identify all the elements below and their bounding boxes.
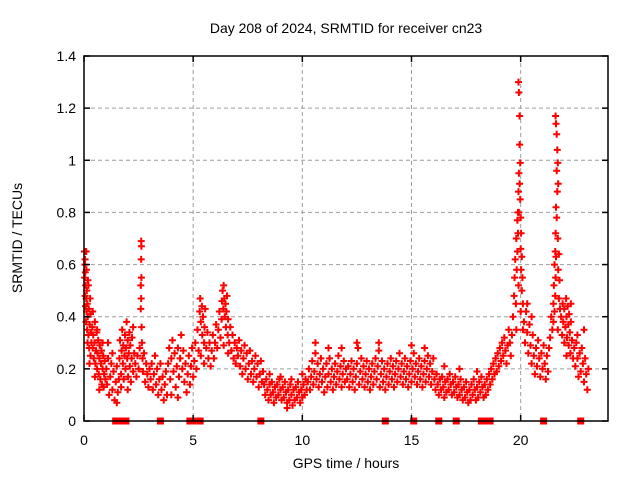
- y-tick-label: 0.6: [57, 257, 77, 273]
- plot-frame: [83, 55, 609, 422]
- chart-title: Day 208 of 2024, SRMTID for receiver cn2…: [210, 20, 483, 36]
- y-tick-label: 1.4: [57, 48, 77, 64]
- y-tick-label: 0.8: [57, 204, 77, 220]
- y-tick-label: 0.4: [57, 309, 77, 325]
- tick-labels: 0 5 10 15 20 0 0.2 0.4 0.6 0.8 1 1.2 1.4: [57, 48, 529, 448]
- x-tick-label: 5: [189, 432, 197, 448]
- x-tick-label: 15: [404, 432, 420, 448]
- y-tick-label: 0: [68, 413, 76, 429]
- plot-border: [83, 55, 609, 422]
- x-tick-label: 20: [513, 432, 529, 448]
- x-tick-label: 0: [80, 432, 88, 448]
- x-tick-label: 10: [295, 432, 311, 448]
- y-axis-label: SRMTID / TECUs: [9, 183, 25, 293]
- x-axis-label: GPS time / hours: [293, 455, 400, 471]
- y-tick-label: 1.2: [57, 100, 77, 116]
- y-tick-label: 0.2: [57, 361, 77, 377]
- y-tick-label: 1: [68, 152, 76, 168]
